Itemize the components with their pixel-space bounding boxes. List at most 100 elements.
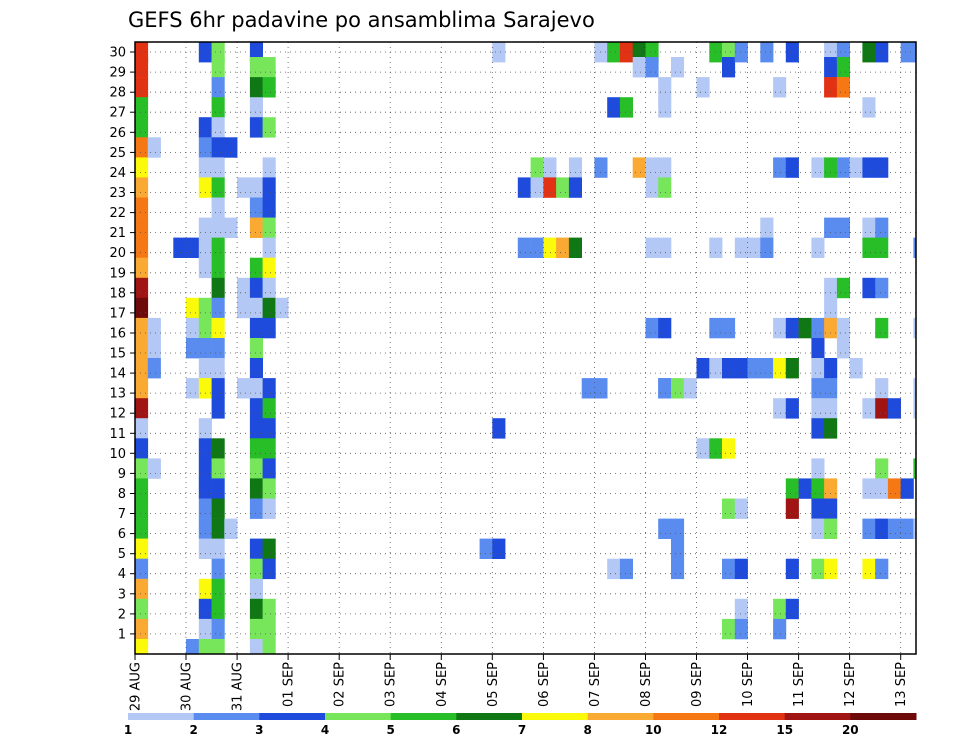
heatmap-cell [811, 378, 825, 399]
colorbar-label: 5 [387, 723, 395, 737]
heatmap-cell [262, 177, 276, 198]
heatmap-cell [249, 558, 263, 580]
heatmap-cell [811, 398, 825, 419]
heatmap-cell [696, 358, 710, 379]
heatmap-cell [824, 57, 838, 78]
heatmap-cell [135, 338, 149, 359]
y-tick-label: 20 [109, 246, 126, 261]
heatmap-cell [186, 378, 200, 399]
heatmap-cell [568, 157, 582, 178]
heatmap-cell [875, 378, 889, 399]
heatmap-cell [211, 277, 225, 299]
heatmap-cell [785, 398, 799, 419]
heatmap-cell [734, 42, 748, 63]
heatmap-cell [479, 538, 493, 559]
heatmap-cell [198, 257, 212, 279]
heatmap-cell [262, 297, 276, 319]
heatmap-cell [135, 137, 149, 158]
heatmap-cell [211, 639, 225, 655]
heatmap-cell [556, 177, 570, 198]
heatmap-cell [135, 618, 149, 640]
heatmap-cell [875, 478, 889, 499]
heatmap-cell [709, 317, 723, 339]
heatmap-cell [492, 538, 506, 559]
heatmap-cell [658, 77, 672, 98]
heatmap-cell [198, 358, 212, 379]
x-tick-label: 02 SEP [333, 662, 348, 707]
x-tick-label: 13 SEP [894, 662, 909, 707]
y-tick-label: 2 [118, 607, 126, 622]
heatmap-cell [785, 42, 799, 63]
heatmap-cell [875, 42, 889, 63]
heatmap-cell [875, 277, 889, 299]
colorbar-segment [193, 713, 260, 720]
colorbar-label: 7 [518, 723, 526, 737]
y-tick-label: 19 [109, 266, 126, 281]
colorbar-segment [719, 713, 786, 720]
heatmap-cell [900, 478, 914, 499]
heatmap-cell [900, 518, 914, 539]
heatmap-cell [862, 42, 876, 63]
heatmap-cell [862, 157, 876, 178]
x-tick-label: 10 SEP [741, 662, 756, 707]
heatmap-cell [262, 458, 276, 479]
y-tick-label: 15 [109, 347, 126, 362]
heatmap-cell [658, 518, 672, 539]
heatmap-cell [862, 217, 876, 238]
heatmap-cell [734, 558, 748, 580]
heatmap-cell [875, 518, 889, 539]
x-tick-label: 03 SEP [384, 662, 399, 707]
heatmap-cell [836, 57, 850, 78]
heatmap-cell [734, 618, 748, 640]
heatmap-cell [249, 217, 263, 238]
heatmap-cell [607, 558, 621, 580]
heatmap-cell [198, 137, 212, 158]
heatmap-cell [913, 42, 917, 63]
heatmap-cell [237, 378, 251, 399]
heatmap-cell [135, 157, 149, 178]
colorbar-segment [850, 713, 917, 720]
y-tick-label: 11 [109, 427, 126, 442]
heatmap-cell [211, 438, 225, 459]
y-tick-label: 26 [109, 126, 126, 141]
heatmap-cell [619, 42, 633, 63]
heatmap-cell [211, 157, 225, 178]
heatmap-cell [811, 317, 825, 339]
y-tick-label: 7 [118, 507, 126, 522]
heatmap-cell [619, 97, 633, 118]
heatmap-cell [262, 618, 276, 640]
heatmap-cell [722, 558, 736, 580]
heatmap-cell [186, 317, 200, 339]
plot-frame [134, 41, 917, 655]
heatmap-cell [135, 358, 149, 379]
heatmap-cell [135, 558, 149, 580]
heatmap-cell [913, 378, 917, 399]
heatmap-cell [658, 157, 672, 178]
heatmap-cell [658, 97, 672, 118]
heatmap-cell [262, 598, 276, 620]
colorbar-label: 3 [255, 723, 263, 737]
heatmap-cell [249, 538, 263, 559]
heatmap-cell [887, 478, 901, 499]
heatmap-cell [249, 378, 263, 399]
heatmap-cell [262, 478, 276, 499]
heatmap-cell [658, 177, 672, 198]
heatmap-cell [722, 618, 736, 640]
heatmap-cell [135, 57, 149, 78]
heatmap-cell [887, 518, 901, 539]
colorbar-segment [587, 713, 654, 720]
heatmap-cell [811, 558, 825, 580]
heatmap-cell [262, 498, 276, 519]
heatmap-cell [530, 237, 544, 258]
heatmap-cell [530, 177, 544, 198]
y-axis: 1234567891011121314151617181920212223242… [109, 46, 135, 642]
heatmap-cell [135, 418, 149, 439]
heatmap-cells [135, 42, 917, 655]
heatmap-cell [211, 518, 225, 539]
colorbar-label: 4 [321, 723, 329, 737]
heatmap-cell [785, 358, 799, 379]
heatmap-cell [249, 438, 263, 459]
y-tick-label: 16 [109, 327, 126, 342]
heatmap-cell [135, 237, 149, 258]
colorbar-label: 20 [842, 723, 859, 737]
